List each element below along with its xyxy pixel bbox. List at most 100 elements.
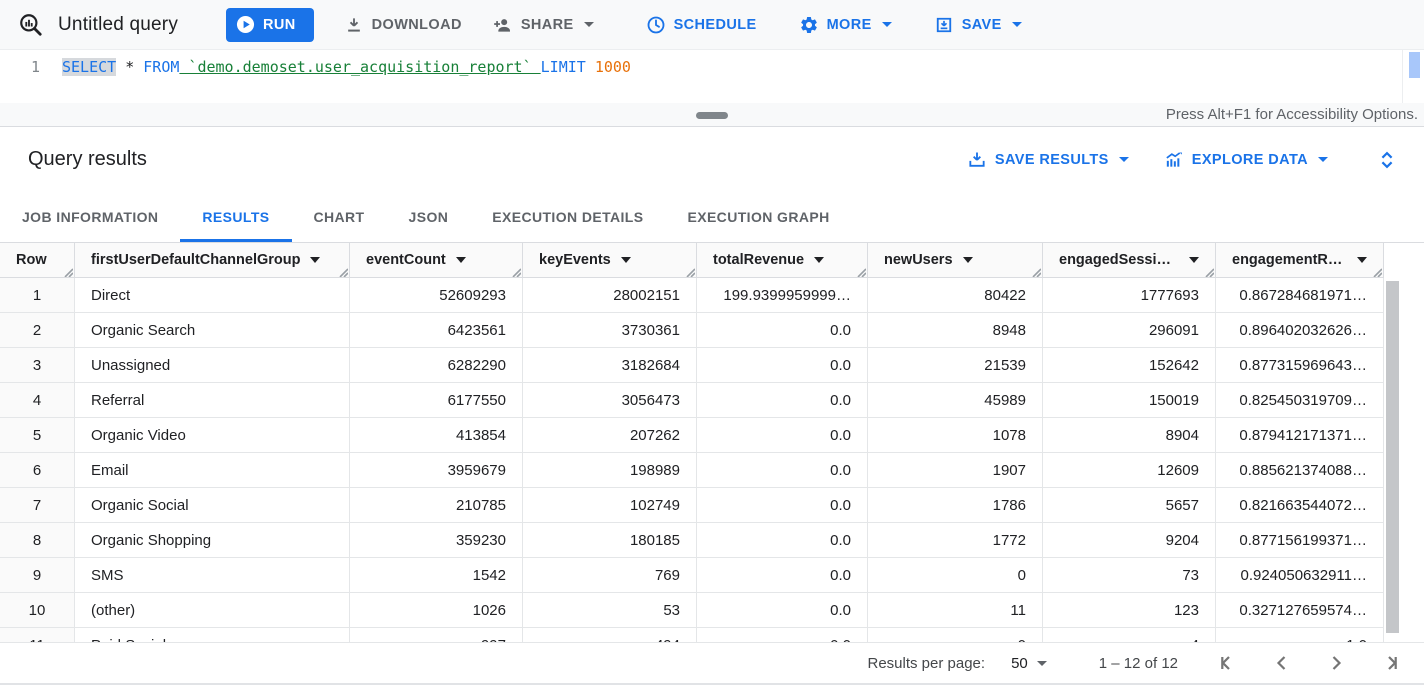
row-number-cell: 5 (0, 418, 75, 453)
table-cell: 52609293 (350, 278, 523, 313)
table-cell: Organic Social (75, 488, 350, 523)
table-cell: Organic Video (75, 418, 350, 453)
table-cell: Organic Search (75, 313, 350, 348)
table-cell: 1772 (868, 523, 1043, 558)
table-cell: 997 (350, 628, 523, 642)
table-cell: (other) (75, 593, 350, 628)
column-menu-caret-icon[interactable] (310, 257, 321, 263)
pane-splitter-handle[interactable] (696, 112, 728, 119)
tab-execution-graph[interactable]: EXECUTION GRAPH (687, 209, 830, 225)
table-cell: 1786 (868, 488, 1043, 523)
sql-table-reference[interactable]: `demo.demoset.user_acquisition_report` (179, 58, 541, 76)
results-table: Row firstUserDefaultChannelGroup eventCoun… (0, 243, 1424, 642)
column-menu-caret-icon[interactable] (1189, 257, 1199, 263)
explore-data-button[interactable]: EXPLORE DATA (1163, 150, 1328, 170)
row-number-cell: 3 (0, 348, 75, 383)
table-cell: 9204 (1043, 523, 1216, 558)
page-size-dropdown[interactable]: 50 (1011, 655, 1047, 672)
save-icon (936, 17, 951, 32)
table-cell: 0.877156199371… (1216, 523, 1384, 558)
sql-keyword-from: FROM (143, 58, 180, 76)
table-row: 8 Organic Shopping 359230 180185 0.0 1772 9204… (0, 523, 1424, 558)
page-size-caret-icon (1036, 660, 1047, 666)
person-add-icon (494, 18, 510, 32)
query-title[interactable]: Untitled query (58, 13, 179, 35)
table-cell: 150019 (1043, 383, 1216, 418)
sql-editor[interactable]: 1 SELECT * FROM `demo.demoset.user_acqui… (0, 50, 1424, 103)
run-button[interactable]: RUN (226, 7, 314, 42)
expand-collapse-icon[interactable] (1376, 148, 1398, 172)
last-page-button[interactable] (1374, 647, 1406, 679)
table-cell: 180185 (523, 523, 697, 558)
tab-json[interactable]: JSON (408, 209, 449, 225)
play-icon (236, 15, 255, 34)
tab-execution-details[interactable]: EXECUTION DETAILS (492, 209, 644, 225)
column-menu-caret-icon[interactable] (814, 257, 825, 263)
table-cell: Organic Shopping (75, 523, 350, 558)
row-number-cell: 9 (0, 558, 75, 593)
line-number: 1 (30, 58, 40, 76)
row-number-cell: 4 (0, 383, 75, 418)
more-caret-icon (881, 22, 892, 27)
table-cell: 199.9399959999… (697, 278, 868, 313)
column-menu-caret-icon[interactable] (1357, 257, 1367, 263)
table-cell: 0.896402032626… (1216, 313, 1384, 348)
table-cell: 28002151 (523, 278, 697, 313)
table-row: 10 (other) 1026 53 0.0 11 123 0.327127659574… (0, 593, 1424, 628)
table-cell: 0.879412171371… (1216, 418, 1384, 453)
tab-results[interactable]: RESULTS (180, 192, 291, 242)
chevron-left-icon (1276, 656, 1286, 670)
table-cell: 45989 (868, 383, 1043, 418)
table-cell: 0.877315969643… (1216, 348, 1384, 383)
table-scrollbar-thumb[interactable] (1386, 281, 1399, 633)
table-cell: Direct (75, 278, 350, 313)
row-number-cell: 7 (0, 488, 75, 523)
accessibility-hint: Press Alt+F1 for Accessibility Options. (1165, 106, 1418, 123)
row-number-cell: 1 (0, 278, 75, 313)
column-header-firstUserDefaultChannelGroup: firstUserDefaultChannelGroup (75, 243, 350, 278)
column-menu-caret-icon[interactable] (962, 257, 973, 263)
share-button[interactable]: SHARE (492, 15, 594, 35)
schedule-button[interactable]: SCHEDULE (646, 15, 757, 35)
column-header-label: Row (16, 252, 47, 268)
column-menu-caret-icon[interactable] (620, 257, 631, 263)
table-cell: 12609 (1043, 453, 1216, 488)
sql-code-line[interactable]: SELECT * FROM `demo.demoset.user_acquisi… (62, 58, 631, 76)
column-menu-caret-icon[interactable] (455, 257, 466, 263)
table-cell: 1542 (350, 558, 523, 593)
column-resize-handle[interactable] (510, 265, 522, 277)
table-cell: 0.0 (697, 383, 868, 418)
table-row: 2 Organic Search 6423561 3730361 0.0 8948 2960… (0, 313, 1424, 348)
editor-scrollbar-thumb[interactable] (1409, 52, 1420, 78)
column-header-totalRevenue: totalRevenue (697, 243, 868, 278)
column-header-eventCount: eventCount (350, 243, 523, 278)
download-icon (347, 17, 360, 32)
column-resize-handle[interactable] (1203, 265, 1215, 277)
tab-job-information[interactable]: JOB INFORMATION (22, 209, 159, 225)
save-results-button[interactable]: SAVE RESULTS (967, 150, 1129, 170)
horizontal-scrollbar-track[interactable] (0, 683, 1424, 685)
column-resize-handle[interactable] (337, 265, 349, 277)
query-tab-icon (20, 13, 42, 36)
column-resize-handle[interactable] (1371, 265, 1383, 277)
table-cell: 1.0 (1216, 628, 1384, 642)
next-page-button[interactable] (1320, 647, 1352, 679)
column-resize-handle[interactable] (855, 265, 867, 277)
more-button[interactable]: MORE (799, 15, 892, 35)
table-cell: 152642 (1043, 348, 1216, 383)
save-button[interactable]: SAVE (934, 15, 1022, 35)
first-page-button[interactable] (1212, 647, 1244, 679)
table-cell: 0.0 (697, 313, 868, 348)
download-button[interactable]: DOWNLOAD (344, 15, 462, 35)
column-resize-handle[interactable] (62, 265, 74, 277)
previous-page-button[interactable] (1266, 647, 1298, 679)
query-results-title: Query results (28, 148, 147, 170)
table-cell: SMS (75, 558, 350, 593)
tab-chart[interactable]: CHART (313, 209, 365, 225)
editor-scrollbar[interactable] (1402, 50, 1424, 103)
table-cell: 0.821663544072… (1216, 488, 1384, 523)
table-cell: 11 (868, 593, 1043, 628)
column-header-engagedSessions: engagedSessions (1043, 243, 1216, 278)
column-resize-handle[interactable] (1030, 265, 1042, 277)
column-resize-handle[interactable] (684, 265, 696, 277)
